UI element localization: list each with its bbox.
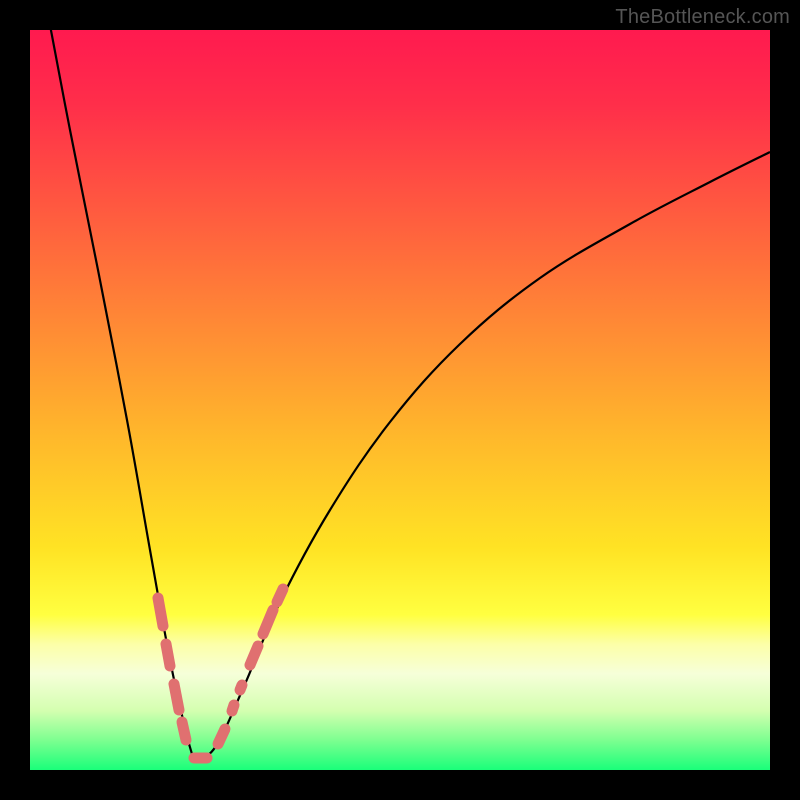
marker-segment (166, 644, 170, 666)
marker-segment (182, 722, 186, 740)
right-curve (195, 152, 770, 762)
marker-segment (240, 685, 242, 690)
chart-plot-area (30, 30, 770, 770)
marker-segment (218, 729, 225, 744)
bottleneck-curve-layer (30, 30, 770, 770)
watermark-text: TheBottleneck.com (615, 6, 790, 29)
marker-segment (277, 589, 283, 602)
marker-segment (250, 646, 258, 665)
data-markers (158, 589, 283, 758)
marker-segment (263, 610, 273, 634)
marker-segment (158, 598, 163, 626)
marker-segment (174, 684, 179, 710)
marker-segment (232, 705, 234, 711)
